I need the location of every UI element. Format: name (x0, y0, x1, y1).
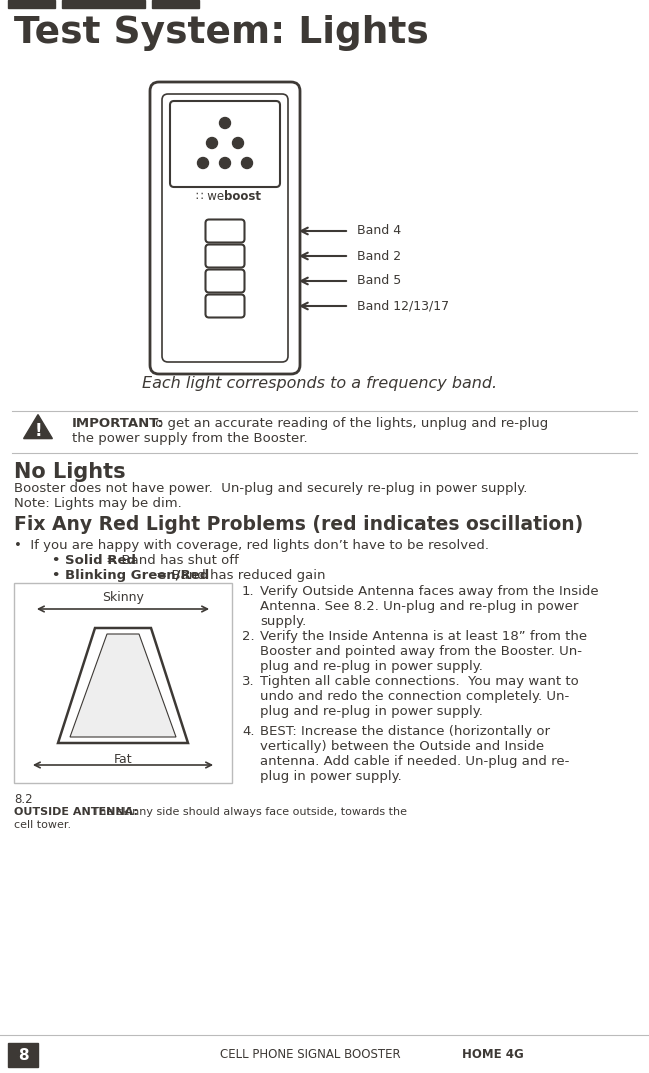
FancyBboxPatch shape (162, 94, 288, 362)
Text: 2.: 2. (242, 630, 254, 643)
Text: Verify Outside Antenna faces away from the Inside: Verify Outside Antenna faces away from t… (260, 585, 598, 598)
Text: undo and redo the connection completely. Un-: undo and redo the connection completely.… (260, 690, 569, 703)
FancyBboxPatch shape (150, 82, 300, 374)
Bar (8, 1043, 38, 1067)
Text: Note: Lights may be dim.: Note: Lights may be dim. (14, 497, 182, 510)
Text: cell tower.: cell tower. (14, 820, 71, 831)
Circle shape (197, 158, 208, 168)
Text: 3.: 3. (242, 675, 254, 688)
Text: Band 2: Band 2 (357, 250, 401, 263)
Text: OUTSIDE ANTENNA:: OUTSIDE ANTENNA: (14, 807, 138, 817)
Text: 1.: 1. (242, 585, 254, 598)
Circle shape (219, 118, 230, 129)
Text: Fat: Fat (114, 753, 132, 766)
Text: The skinny side should always face outside, towards the: The skinny side should always face outsi… (89, 807, 407, 817)
FancyBboxPatch shape (206, 245, 245, 267)
Text: Fix Any Red Light Problems (red indicates oscillation): Fix Any Red Light Problems (red indicate… (14, 515, 583, 534)
Bar (14, 583, 232, 783)
Text: Verify the Inside Antenna is at least 18” from the: Verify the Inside Antenna is at least 18… (260, 630, 587, 643)
Bar (152, 0, 199, 8)
Text: IMPORTANT:: IMPORTANT: (72, 417, 164, 430)
Text: Band 12/13/17: Band 12/13/17 (357, 299, 449, 312)
Bar (62, 0, 145, 8)
Text: Test System: Lights: Test System: Lights (14, 15, 429, 52)
Text: Skinny: Skinny (102, 591, 144, 604)
Text: Booster does not have power.  Un-plug and securely re-plug in power supply.: Booster does not have power. Un-plug and… (14, 482, 528, 495)
Text: Each light corresponds to a frequency band.: Each light corresponds to a frequency ba… (142, 376, 498, 391)
Text: Booster and pointed away from the Booster. Un-: Booster and pointed away from the Booste… (260, 645, 582, 658)
Text: plug and re-plug in power supply.: plug and re-plug in power supply. (260, 660, 483, 673)
FancyBboxPatch shape (206, 220, 245, 242)
Text: = Band has shut off: = Band has shut off (102, 554, 239, 567)
Text: = Band has reduced gain: = Band has reduced gain (152, 569, 326, 582)
Text: Antenna. See 8.2. Un-plug and re-plug in power: Antenna. See 8.2. Un-plug and re-plug in… (260, 600, 578, 613)
FancyBboxPatch shape (206, 294, 245, 318)
Text: BEST: Increase the distance (horizontally or: BEST: Increase the distance (horizontall… (260, 725, 550, 738)
Text: plug in power supply.: plug in power supply. (260, 770, 402, 783)
Circle shape (241, 158, 252, 168)
Text: !: ! (34, 422, 42, 440)
Text: 4.: 4. (242, 725, 254, 738)
Polygon shape (58, 628, 188, 743)
Text: • Blinking Green/Red: • Blinking Green/Red (52, 569, 209, 582)
Polygon shape (70, 634, 176, 737)
Text: boost: boost (224, 191, 261, 204)
Text: CELL PHONE SIGNAL BOOSTER: CELL PHONE SIGNAL BOOSTER (220, 1047, 400, 1060)
Text: •  If you are happy with coverage, red lights don’t have to be resolved.: • If you are happy with coverage, red li… (14, 539, 489, 552)
FancyBboxPatch shape (170, 101, 280, 187)
Text: To get an accurate reading of the lights, unplug and re-plug: To get an accurate reading of the lights… (145, 417, 548, 430)
Bar (8, 0, 55, 8)
Circle shape (219, 158, 230, 168)
Text: the power supply from the Booster.: the power supply from the Booster. (72, 432, 308, 445)
Text: Band 5: Band 5 (357, 275, 401, 288)
Text: Tighten all cable connections.  You may want to: Tighten all cable connections. You may w… (260, 675, 579, 688)
Text: plug and re-plug in power supply.: plug and re-plug in power supply. (260, 705, 483, 718)
Text: • Solid Red: • Solid Red (52, 554, 136, 567)
Text: supply.: supply. (260, 615, 306, 628)
Circle shape (232, 137, 243, 148)
Text: No Lights: No Lights (14, 462, 126, 482)
Text: antenna. Add cable if needed. Un-plug and re-: antenna. Add cable if needed. Un-plug an… (260, 755, 569, 768)
Circle shape (206, 137, 217, 148)
Text: ∷ we: ∷ we (196, 191, 224, 204)
Text: 8.2: 8.2 (14, 793, 32, 806)
FancyBboxPatch shape (206, 269, 245, 293)
Text: vertically) between the Outside and Inside: vertically) between the Outside and Insi… (260, 740, 544, 753)
Text: 8: 8 (18, 1047, 29, 1062)
Text: Band 4: Band 4 (357, 224, 401, 237)
Polygon shape (23, 414, 53, 439)
Text: HOME 4G: HOME 4G (462, 1047, 524, 1060)
